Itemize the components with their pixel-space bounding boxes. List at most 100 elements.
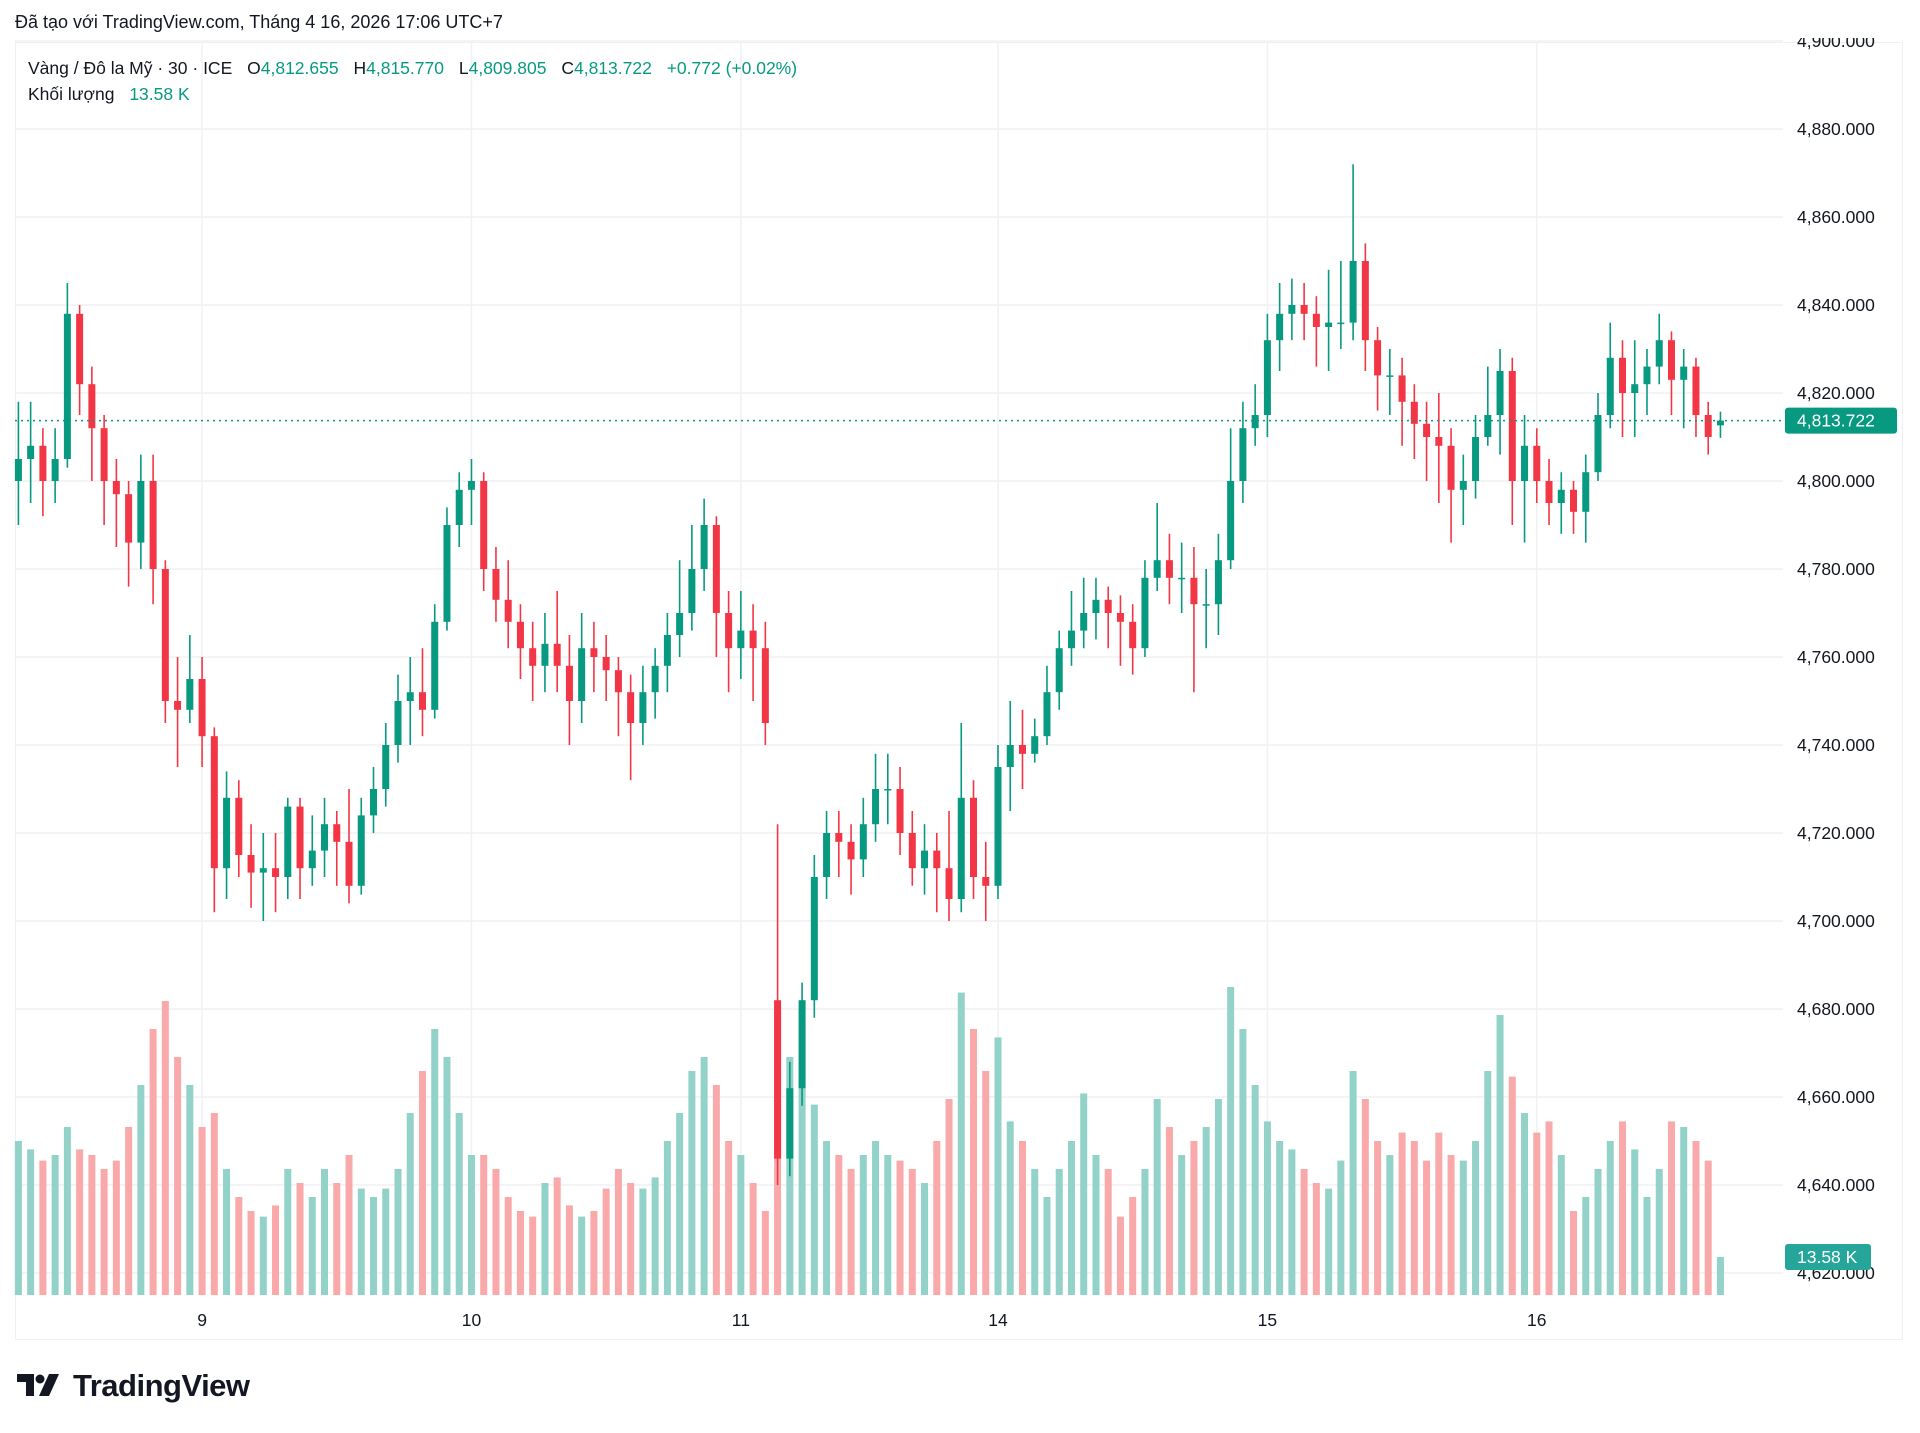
candle-body xyxy=(382,745,390,789)
volume-bar xyxy=(1263,1121,1271,1295)
candle-body xyxy=(1153,560,1161,578)
candle-body xyxy=(1386,375,1394,377)
symbol-name[interactable]: Vàng / Đô la Mỹ · 30 · ICE xyxy=(28,58,233,78)
candle-body xyxy=(1190,577,1198,605)
volume-bar xyxy=(639,1188,647,1295)
time-tick-label: 15 xyxy=(1258,1310,1277,1330)
candle-body xyxy=(1655,340,1663,367)
volume-bar xyxy=(1202,1127,1210,1295)
price-tick-label: 4,900.000 xyxy=(1797,31,1875,51)
volume-bar xyxy=(406,1113,414,1295)
volume-bar xyxy=(100,1169,108,1295)
volume-bar xyxy=(565,1205,573,1295)
volume-bar xyxy=(1496,1015,1504,1295)
volume-bar xyxy=(541,1183,549,1295)
chart-frame[interactable] xyxy=(15,42,1903,1340)
volume-bar xyxy=(1606,1141,1614,1295)
volume-bar xyxy=(1116,1216,1124,1295)
volume-bar xyxy=(1386,1155,1394,1295)
volume-bar xyxy=(186,1085,194,1295)
volume-bar xyxy=(14,1141,22,1295)
volume-bar xyxy=(1459,1160,1467,1295)
candle-body xyxy=(1006,745,1014,767)
volume-bar xyxy=(333,1183,341,1295)
volume-bar xyxy=(1374,1141,1382,1295)
candle-body xyxy=(63,313,71,459)
candle-body xyxy=(1606,357,1614,415)
candle-body xyxy=(149,481,157,569)
candle-body xyxy=(1141,577,1149,649)
volume-bar xyxy=(174,1057,182,1295)
candle-body xyxy=(1398,375,1406,402)
price-tick-label: 4,860.000 xyxy=(1797,207,1875,227)
volume-bar xyxy=(994,1037,1002,1295)
candle-body xyxy=(529,648,537,666)
volume-bar xyxy=(1618,1121,1626,1295)
candle-body xyxy=(272,868,280,877)
volume-bar xyxy=(1667,1121,1675,1295)
last-price-badge-bg xyxy=(1785,407,1897,434)
candle-body xyxy=(835,833,843,842)
candle-body xyxy=(1570,489,1578,512)
candle-body xyxy=(1472,437,1480,481)
candle-body xyxy=(284,806,292,877)
candle-body xyxy=(210,736,218,869)
candle-body xyxy=(1251,415,1259,429)
volume-bar xyxy=(370,1197,378,1295)
volume-bar xyxy=(725,1141,733,1295)
volume-bar xyxy=(76,1149,84,1295)
candle-body xyxy=(125,494,133,543)
candle-body xyxy=(1202,604,1210,606)
candle-body xyxy=(1031,736,1039,754)
volume-bar xyxy=(1276,1141,1284,1295)
candle-body xyxy=(553,643,561,666)
volume-bar xyxy=(1300,1169,1308,1295)
candle-body xyxy=(1349,261,1357,323)
volume-value: 13.58 K xyxy=(129,84,190,104)
volume-bar xyxy=(663,1141,671,1295)
candle-body xyxy=(1300,305,1308,314)
candle-body xyxy=(798,1000,806,1089)
candle-body xyxy=(1423,423,1431,437)
volume-bar xyxy=(1141,1169,1149,1295)
volume-bar xyxy=(1680,1127,1688,1295)
volume-bar xyxy=(761,1211,769,1295)
candle-body xyxy=(198,679,206,737)
tradingview-logo[interactable]: TradingView xyxy=(17,1368,250,1404)
volume-bar xyxy=(872,1141,880,1295)
volume-bar xyxy=(627,1183,635,1295)
candle-body xyxy=(1276,313,1284,341)
volume-bar xyxy=(1214,1099,1222,1295)
price-tick-label: 4,880.000 xyxy=(1797,119,1875,139)
price-tick-label: 4,840.000 xyxy=(1797,295,1875,315)
candle-body xyxy=(700,525,708,569)
volume-bar xyxy=(1018,1141,1026,1295)
volume-bar xyxy=(1716,1256,1724,1295)
volume-bar xyxy=(1325,1188,1333,1295)
volume-bar xyxy=(1006,1121,1014,1295)
candle-body xyxy=(970,797,978,877)
volume-label[interactable]: Khối lượng xyxy=(28,84,115,104)
volume-bar xyxy=(431,1029,439,1295)
candle-body xyxy=(1680,366,1688,380)
candle-body xyxy=(296,806,304,869)
volume-bar xyxy=(1643,1197,1651,1295)
candle-body xyxy=(1227,481,1235,561)
volume-bar xyxy=(1361,1099,1369,1295)
volume-bar xyxy=(1251,1085,1259,1295)
price-tick-label: 4,640.000 xyxy=(1797,1175,1875,1195)
candle-body xyxy=(1545,481,1553,503)
candle-body xyxy=(761,648,769,723)
candle-body xyxy=(1692,366,1700,415)
volume-bar xyxy=(1080,1093,1088,1295)
candle-body xyxy=(1374,340,1382,376)
volume-bar xyxy=(284,1169,292,1295)
volume-bar xyxy=(1570,1211,1578,1295)
volume-bar xyxy=(1557,1155,1565,1295)
volume-bar xyxy=(1092,1155,1100,1295)
candle-body xyxy=(1410,401,1418,424)
volume-bar xyxy=(957,992,965,1295)
candle-body xyxy=(1116,613,1124,622)
volume-bar xyxy=(259,1216,267,1295)
